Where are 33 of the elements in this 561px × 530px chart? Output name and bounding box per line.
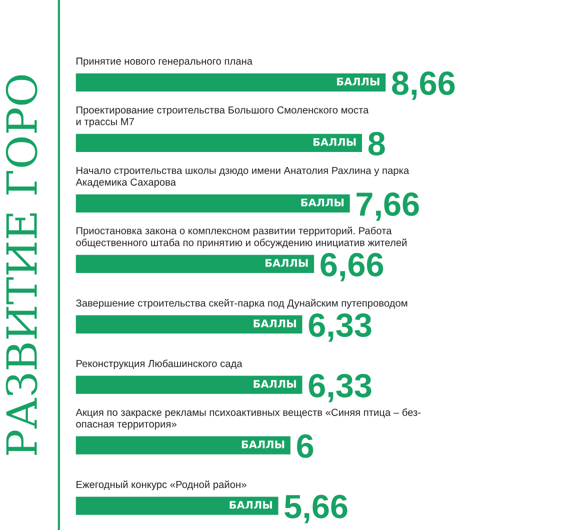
y-tick-label: Проектирование строительства Большого Смоленского моста и трассы М7 xyxy=(76,106,369,128)
bar xyxy=(76,436,290,454)
y-tick-label: Акция по закраске рекламы психоактивных веществ «Синяя птица – без- опасная территория» xyxy=(76,408,421,430)
annotation: БАЛЛЫ xyxy=(254,320,296,328)
data-label: 6 xyxy=(297,434,314,458)
y-tick-label: Завершение строительства скейт-парка под Дунайским путепроводом xyxy=(76,299,408,309)
annotation: БАЛЛЫ xyxy=(266,259,308,267)
bar xyxy=(76,496,278,515)
data-label: 5,66 xyxy=(284,494,348,524)
bar xyxy=(76,194,350,212)
bar xyxy=(76,73,386,92)
annotation: БАЛЛЫ xyxy=(337,78,380,86)
bar xyxy=(76,254,314,273)
annotation: БАЛЛЫ xyxy=(301,198,344,206)
annotation: БАЛЛЫ xyxy=(242,440,284,448)
y-tick-label: Принятие нового генерального плана xyxy=(76,58,253,67)
annotation: БАЛЛЫ xyxy=(230,501,272,509)
annotation: БАЛЛЫ xyxy=(313,138,356,146)
bar xyxy=(76,376,302,394)
annotation: БАЛЛЫ xyxy=(254,380,296,388)
bar xyxy=(76,134,362,152)
data-label: 7,66 xyxy=(356,192,419,221)
bar xyxy=(76,315,302,334)
y-tick-label: Приостановка закона о комплексном развитии территорий. Работа общественного штаба по принятию и обсуждению инициатив жителей xyxy=(76,226,407,248)
data-label: 8,66 xyxy=(392,71,455,100)
data-label: 6,66 xyxy=(320,252,384,282)
data-label: 8 xyxy=(368,132,385,156)
y-tick-label: Ежегодный конкурс «Родной район» xyxy=(76,480,246,490)
y-axis-title: РАЗВИТИЕ ГОРО xyxy=(6,75,38,455)
y-tick-label: Реконструкция Любашинского сада xyxy=(76,360,242,370)
data-label: 6,33 xyxy=(308,313,372,342)
y-tick-label: Начало строительства школы дзюдо имени Анатолия Рахлина у парка Академика Сахарова xyxy=(76,166,410,188)
data-label: 6,33 xyxy=(308,374,372,402)
